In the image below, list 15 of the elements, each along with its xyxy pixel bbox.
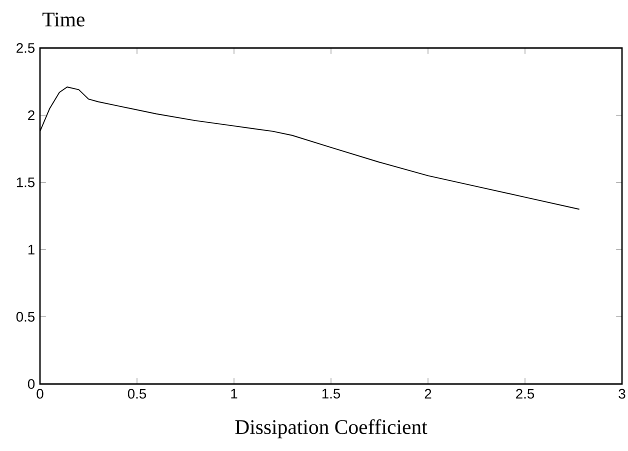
y-tick-label: 2 [28, 110, 34, 120]
x-axis-title: Dissipation Coefficient [235, 419, 428, 438]
y-tick-label: 2.5 [16, 43, 35, 53]
x-tick-label: 1 [231, 388, 238, 398]
y-tick-label: 0 [28, 379, 35, 389]
y-tick-label: 1.5 [16, 178, 35, 188]
x-tick-label: 1.5 [322, 388, 340, 399]
x-tick-label: 3 [618, 388, 626, 399]
y-tick-label: 0.5 [16, 312, 35, 322]
x-tick-label: 2.5 [516, 388, 534, 399]
y-axis-title: Time [42, 12, 84, 26]
y-tick-label: 1 [28, 244, 34, 254]
x-tick-label: 2 [424, 388, 432, 399]
x-tick-label: 0.5 [128, 388, 146, 399]
x-tick-label: 0 [36, 388, 44, 399]
